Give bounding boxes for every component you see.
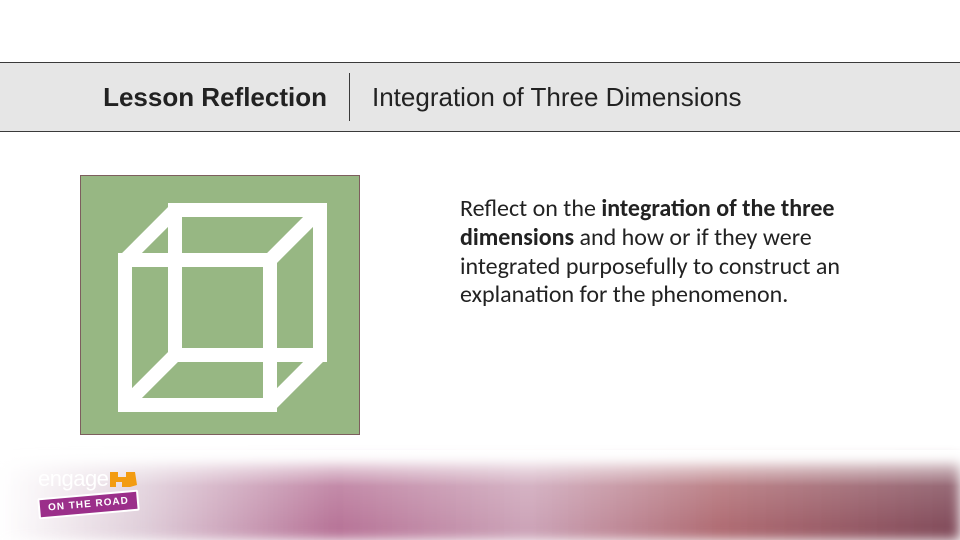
cube-icon-box	[80, 175, 360, 435]
brand-badge: ON THE ROAD	[37, 490, 139, 520]
brand-ok-icon	[108, 469, 138, 489]
slide: Lesson Reflection Integration of Three D…	[0, 0, 960, 540]
footer: engage ON THE ROAD	[0, 440, 960, 540]
brand-logo: engage ON THE ROAD	[38, 466, 198, 522]
brand-engage-word: engage	[38, 466, 108, 491]
cube-icon	[105, 190, 335, 420]
brand-engage-text: engage	[38, 466, 198, 492]
title-right: Integration of Three Dimensions	[350, 82, 742, 113]
title-bar: Lesson Reflection Integration of Three D…	[0, 62, 960, 132]
title-left: Lesson Reflection	[0, 73, 350, 121]
body-text: Reflect on the integration of the three …	[460, 195, 890, 310]
body-lead: Reflect on the	[460, 194, 601, 223]
